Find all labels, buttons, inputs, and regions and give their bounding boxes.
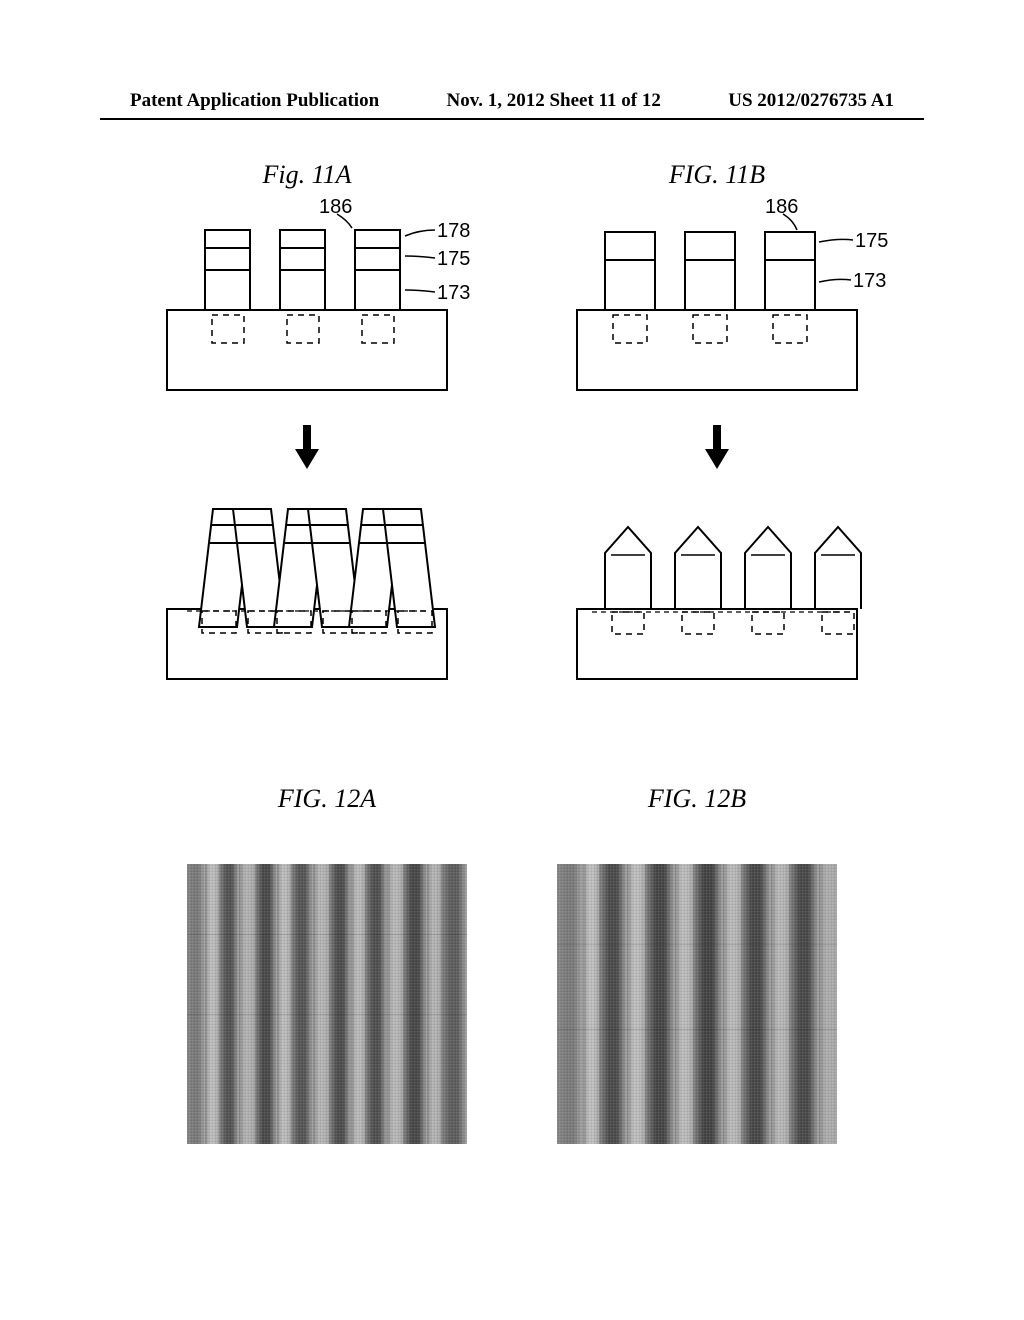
figure-12b-image [557, 864, 837, 1144]
header-rule [100, 118, 924, 120]
figure-11b-column: FIG. 11B 186 175 173 [557, 160, 877, 694]
figure-row-12: FIG. 12A FIG. 12B [0, 784, 1024, 1144]
figure-11b-title: FIG. 11B [669, 160, 765, 190]
callout-173-b: 173 [853, 270, 886, 293]
arrow-down-11a [292, 423, 322, 471]
header-right: US 2012/0276735 A1 [728, 90, 894, 112]
figure-11b-bottom-diagram [557, 489, 877, 694]
figure-12b-title: FIG. 12B [648, 784, 746, 814]
arrow-down-icon [702, 423, 732, 471]
callout-186-b: 186 [765, 196, 798, 219]
figure-12a-column: FIG. 12A [187, 784, 467, 1144]
figure-11a-top-diagram: 186 178 175 173 [147, 200, 467, 405]
figure-12a-title: FIG. 12A [278, 784, 376, 814]
figure-11a-bottom-diagram [147, 489, 467, 694]
callout-173: 173 [437, 282, 470, 305]
callout-186: 186 [319, 196, 352, 219]
figure-12b-column: FIG. 12B [557, 784, 837, 1144]
callout-175: 175 [437, 248, 470, 271]
page-header: Patent Application Publication Nov. 1, 2… [0, 90, 1024, 112]
arrow-down-icon [292, 423, 322, 471]
figure-row-11: Fig. 11A 186 178 175 173 FIG. 11B [0, 160, 1024, 694]
callout-178: 178 [437, 220, 470, 243]
figure-11b-top-diagram: 186 175 173 [557, 200, 877, 405]
arrow-down-11b [702, 423, 732, 471]
page-content: Fig. 11A 186 178 175 173 FIG. 11B [0, 160, 1024, 1144]
figure-12a-image [187, 864, 467, 1144]
header-center: Nov. 1, 2012 Sheet 11 of 12 [447, 90, 661, 112]
figure-11a-title: Fig. 11A [262, 160, 351, 190]
figure-11a-column: Fig. 11A 186 178 175 173 [147, 160, 467, 694]
header-left: Patent Application Publication [130, 90, 379, 112]
callout-175-b: 175 [855, 230, 888, 253]
